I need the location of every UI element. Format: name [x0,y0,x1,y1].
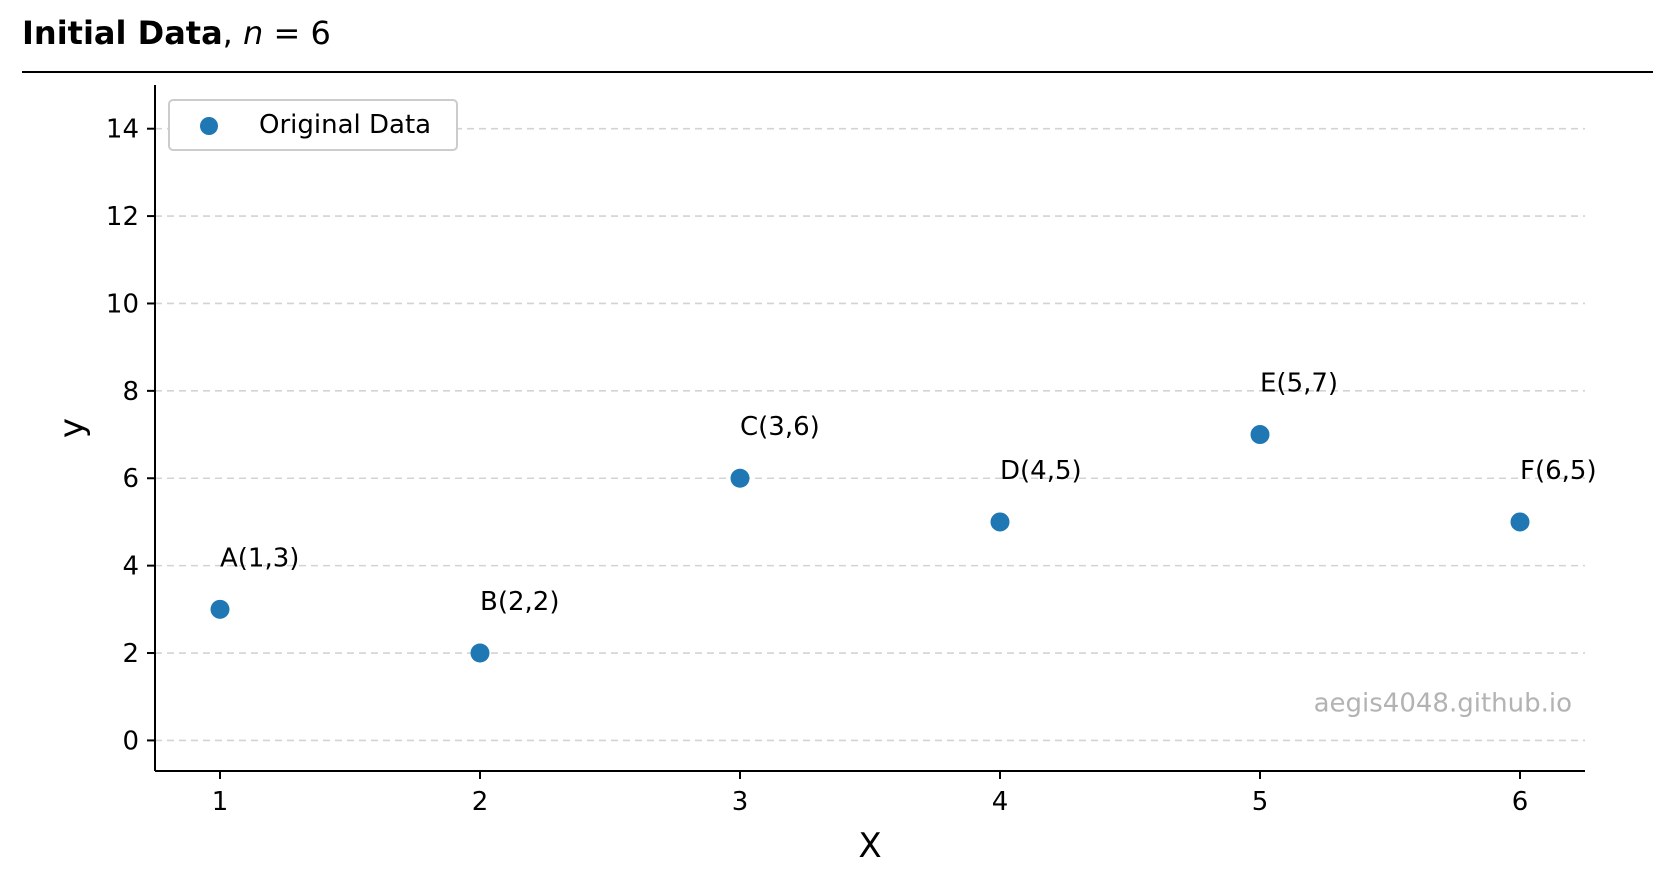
data-point-label: C(3,6) [740,412,820,442]
data-points [210,425,1530,663]
title-rest: , [222,14,244,52]
grid-lines [155,127,1585,742]
title-n-var: n [243,14,264,52]
y-tick-label: 2 [122,639,139,669]
legend: Original Data [168,99,458,151]
data-point [210,599,230,619]
y-tick-label: 6 [122,464,139,494]
x-axis-label: X [858,826,881,866]
y-tick-label: 4 [122,552,139,582]
y-axis-label: y [52,418,92,438]
x-tick-label: 5 [1252,787,1269,817]
y-tick-label: 10 [106,289,139,319]
data-point-label: E(5,7) [1260,369,1338,399]
data-point-label: B(2,2) [480,587,559,617]
x-tick-label: 1 [212,787,229,817]
x-tick-label: 2 [472,787,489,817]
title-equals: = [263,14,311,52]
point-labels: A(1,3) B(2,2) C(3,6) D(4,5) E(5,7) F(6,5) [220,369,1597,617]
y-tick-label: 12 [106,202,139,232]
data-point [470,643,490,663]
title-bold: Initial Data [22,14,223,52]
y-tick-label: 0 [122,726,139,756]
legend-box [168,99,458,151]
x-tick-label: 6 [1512,787,1529,817]
x-tick-label: 4 [992,787,1009,817]
title-n-value: 6 [310,14,331,52]
title-math: n = 6 [243,14,331,52]
data-point [730,468,750,488]
chart-title: Initial Data, n = 6 [22,14,331,52]
legend-label: Original Data [259,110,431,140]
data-point [990,512,1010,532]
y-tick-label: 14 [106,115,139,145]
axes [147,85,1585,779]
data-point [1250,425,1270,445]
data-point-label: F(6,5) [1520,456,1597,486]
y-tick-label: 8 [122,377,139,407]
title-underline [22,71,1653,73]
watermark: aegis4048.github.io [1314,688,1572,718]
x-tick-label: 3 [732,787,749,817]
data-point-label: A(1,3) [220,543,299,573]
data-point [1510,512,1530,532]
legend-marker [200,117,218,135]
data-point-label: D(4,5) [1000,456,1082,486]
